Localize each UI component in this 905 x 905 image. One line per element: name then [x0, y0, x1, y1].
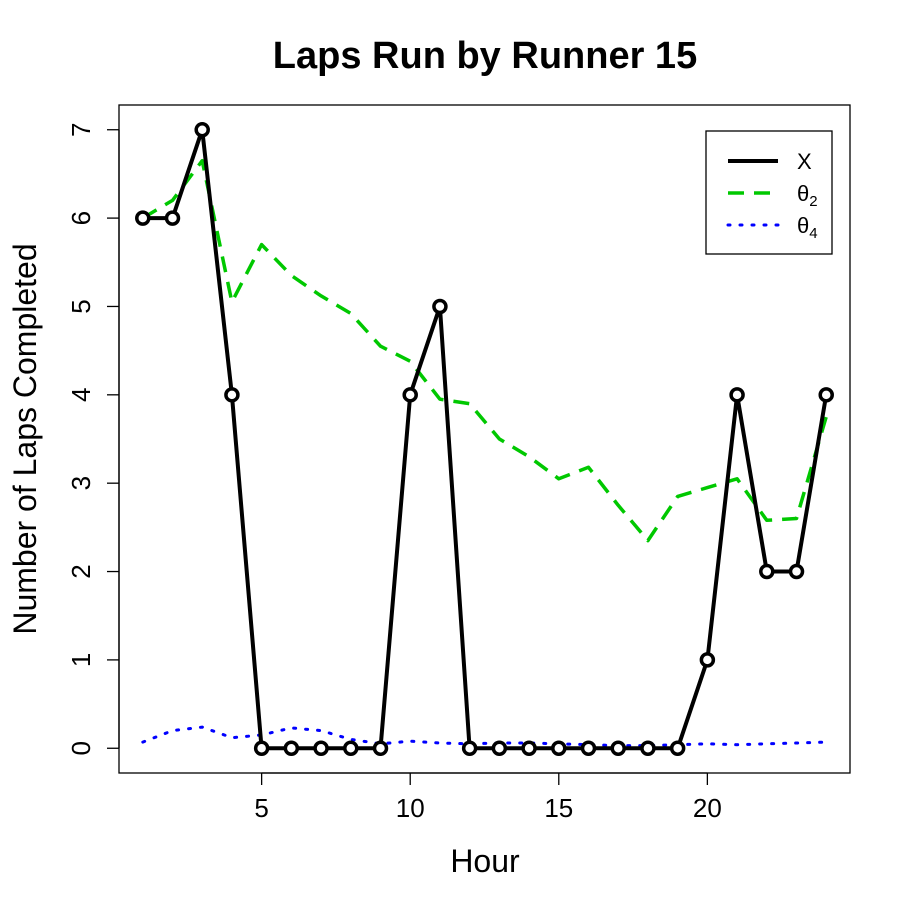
legend-symbol: X	[797, 149, 812, 174]
data-point	[164, 210, 181, 226]
y-tick-label: 3	[66, 476, 96, 490]
data-point	[729, 387, 745, 403]
data-point	[491, 740, 508, 757]
series-0	[135, 121, 834, 757]
data-point	[788, 563, 805, 580]
legend-label: θ4	[797, 213, 818, 242]
data-point	[669, 740, 686, 757]
y-tick-label: 4	[66, 388, 96, 402]
data-point	[699, 652, 716, 668]
data-point	[461, 740, 478, 757]
legend-subscript: 4	[809, 225, 817, 242]
x-axis-label: Hour	[450, 843, 520, 879]
x-tick-label: 15	[544, 793, 573, 823]
data-point	[402, 387, 418, 403]
data-point	[521, 740, 537, 757]
y-axis-label: Number of Laps Completed	[7, 243, 43, 634]
data-point	[135, 210, 151, 226]
x-tick-label: 20	[693, 793, 722, 823]
data-point	[432, 298, 448, 315]
chart-title: Laps Run by Runner 15	[273, 35, 697, 77]
legend-symbol: θ	[797, 213, 809, 238]
data-point	[580, 740, 597, 757]
y-axis: 0 1 2 3 4 5 6 7	[66, 123, 120, 755]
series-line	[141, 725, 828, 748]
x-axis: 5 10 15 20	[254, 772, 722, 823]
data-point	[194, 121, 210, 138]
series-1	[141, 158, 828, 543]
data-point	[253, 740, 270, 757]
series-2	[141, 725, 828, 748]
legend-symbol: θ	[797, 181, 809, 206]
data-point	[313, 740, 329, 757]
data-point	[610, 740, 626, 757]
y-tick-label: 2	[66, 564, 96, 578]
data-point	[343, 740, 359, 757]
legend-subscript: 2	[809, 193, 817, 210]
y-tick-label: 7	[66, 123, 96, 137]
y-tick-label: 0	[66, 741, 96, 755]
data-point	[372, 740, 389, 757]
data-point	[224, 387, 240, 403]
data-point	[283, 740, 300, 757]
data-point	[818, 387, 834, 403]
data-point	[551, 740, 567, 757]
y-tick-label: 6	[66, 211, 96, 225]
series-layer	[135, 121, 834, 757]
x-tick-label: 5	[254, 793, 268, 823]
data-point	[759, 563, 775, 580]
series-line	[142, 127, 829, 751]
y-tick-label: 1	[66, 653, 96, 667]
data-point	[640, 740, 656, 757]
y-tick-label: 5	[66, 299, 96, 313]
legend-label: θ2	[797, 181, 818, 210]
legend-label: X	[797, 149, 812, 174]
series-line	[141, 158, 828, 543]
x-tick-label: 10	[396, 793, 425, 823]
